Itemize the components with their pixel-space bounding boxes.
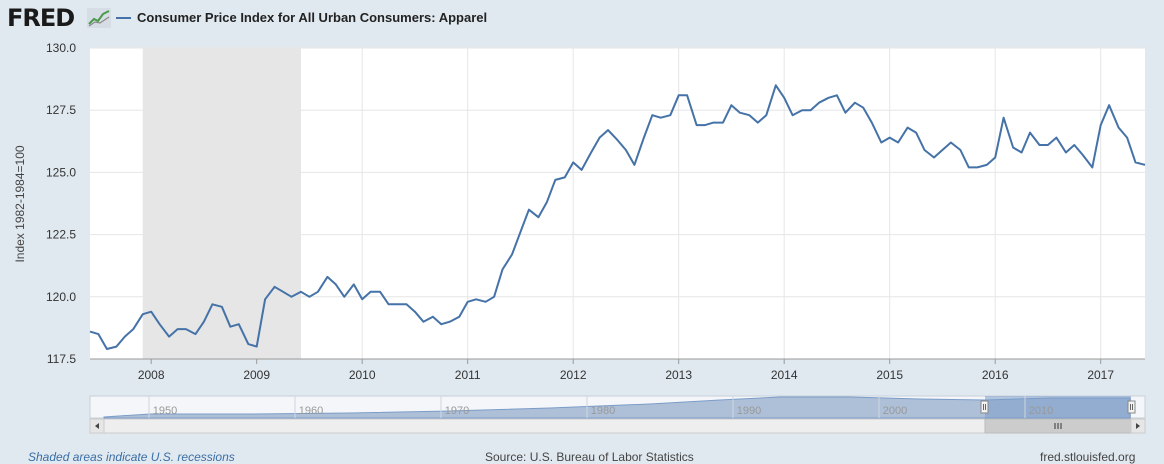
y-tick-label: 125.0 — [46, 165, 76, 179]
navigator-tick-label: 2000 — [883, 405, 907, 417]
x-tick-label: 2014 — [771, 368, 798, 382]
x-tick-label: 2017 — [1087, 368, 1114, 382]
navigator-handle-left[interactable] — [981, 401, 988, 413]
x-tick-label: 2013 — [665, 368, 692, 382]
y-tick-label: 130.0 — [46, 41, 76, 55]
x-tick-label: 2011 — [455, 368, 481, 382]
navigator-tick-label: 1970 — [445, 405, 469, 417]
navigator-tick-label: 1960 — [299, 405, 323, 417]
x-tick-label: 2015 — [876, 368, 903, 382]
x-tick-label: 2012 — [560, 368, 587, 382]
navigator-selected-range[interactable] — [985, 396, 1131, 418]
recession-note: Shaded areas indicate U.S. recessions — [28, 450, 235, 464]
recession-band — [143, 48, 301, 359]
x-tick-label: 2010 — [349, 368, 376, 382]
y-tick-label: 127.5 — [46, 103, 76, 117]
y-tick-label: 117.5 — [47, 352, 76, 366]
x-axis-ticks: 2008 2009 2010 2011 2012 2013 2014 2015 2016 2017 — [90, 359, 1145, 382]
site-link[interactable]: fred.stlouisfed.org — [1040, 450, 1135, 464]
x-tick-label: 2008 — [138, 368, 165, 382]
x-tick-label: 2016 — [982, 368, 1009, 382]
navigator-tick-label: 1980 — [591, 405, 615, 417]
y-tick-label: 120.0 — [46, 290, 76, 304]
navigator-tick-label: 2010 — [1029, 405, 1053, 417]
y-tick-label: 122.5 — [46, 228, 76, 242]
navigator-tick-label: 1990 — [737, 405, 761, 417]
recession-layer — [143, 48, 301, 359]
y-axis-ticks: 117.5 120.0 122.5 125.0 127.5 130.0 — [46, 41, 76, 366]
x-tick-label: 2009 — [243, 368, 270, 382]
y-axis-label: Index 1982-1984=100 — [13, 145, 27, 262]
navigator-handle-right[interactable] — [1128, 401, 1135, 413]
navigator-tick-label: 1950 — [153, 405, 177, 417]
source-note: Source: U.S. Bureau of Labor Statistics — [485, 450, 694, 464]
